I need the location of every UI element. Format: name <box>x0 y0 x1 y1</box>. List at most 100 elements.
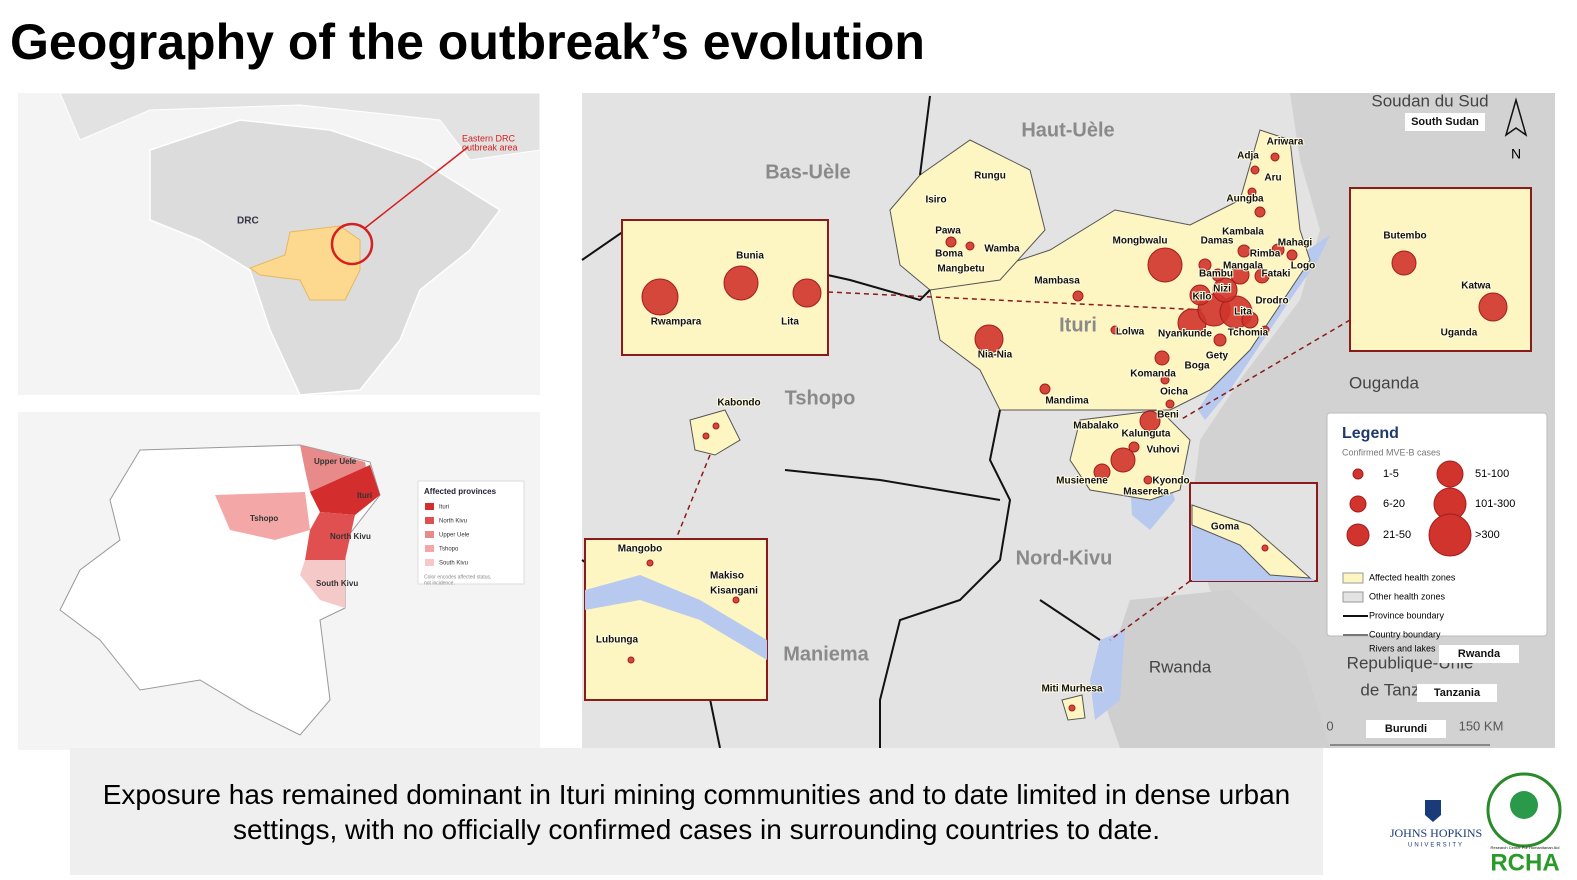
country-tag: Burundi <box>1385 723 1427 735</box>
health-zone-label: Mambasa <box>1034 276 1080 287</box>
legend-item: Upper Uele <box>439 533 470 539</box>
scale-label: 0 <box>1326 718 1333 733</box>
legend-item: Tshopo <box>439 547 459 553</box>
legend-swatch <box>425 545 434 552</box>
case-circle <box>1261 544 1269 552</box>
inset-label: Rwampara <box>651 317 702 328</box>
case-circle <box>1068 704 1076 712</box>
world-map <box>18 92 541 396</box>
legend-class: 1-5 <box>1383 468 1399 480</box>
case-circle <box>1165 399 1175 409</box>
case-circle <box>1254 268 1270 284</box>
health-zone-label: Wamba <box>984 244 1020 255</box>
legend-swatch <box>425 503 434 510</box>
case-circle <box>945 236 957 248</box>
country-tag-box <box>1405 113 1485 131</box>
case-circle <box>1128 441 1140 453</box>
inset-label: Kisangani <box>710 586 758 597</box>
case-circle <box>1250 165 1260 175</box>
legend-swatch <box>425 517 434 524</box>
inset-label: Katwa <box>1461 281 1491 292</box>
health-zone-label: Miti Murhesa <box>1041 684 1103 695</box>
country-label: DRC <box>237 216 259 227</box>
case-circle <box>712 422 720 430</box>
annotation: Eastern DRC <box>462 133 516 143</box>
case-circle <box>1271 243 1285 257</box>
logo-text: UNIVERSITY <box>1408 843 1464 849</box>
inset-label: Makiso <box>710 571 744 582</box>
health-zone-label: Mangala <box>1223 261 1263 272</box>
health-zone-label: Nia-Nia <box>978 350 1013 361</box>
region-label: Ituri <box>1059 314 1097 336</box>
health-zone-label: Fataki <box>1262 269 1291 280</box>
slide-title: Geography of the outbreak’s evolution <box>10 14 925 70</box>
health-zone-label: Musienene <box>1056 476 1108 487</box>
case-circle <box>1211 268 1225 282</box>
case-circle <box>1213 333 1227 347</box>
legend-title: Affected provinces <box>424 487 497 496</box>
health-zone-label: Bambu <box>1199 269 1233 280</box>
region-label: Bas-Uèle <box>765 161 851 183</box>
health-zone-label: Masereka <box>1123 487 1169 498</box>
legend-symbol <box>1349 495 1367 513</box>
health-zone-label: Beni <box>1157 410 1179 421</box>
health-zone-label: Kambala <box>1222 227 1264 238</box>
legend-class: 6-20 <box>1383 498 1405 510</box>
province-map <box>18 412 540 750</box>
logo-text: JOHNS HOPKINS <box>1390 826 1482 840</box>
region-label: Nord-Kivu <box>1016 547 1113 569</box>
case-circle <box>641 278 679 316</box>
legend-class: >300 <box>1475 529 1500 541</box>
legend-class: 51-100 <box>1475 468 1509 480</box>
health-zone-label: Damas <box>1201 236 1234 247</box>
region-label: Tshopo <box>785 387 856 409</box>
case-circle <box>1072 290 1084 302</box>
health-zone-label: Aru <box>1264 173 1281 184</box>
province-label: Tshopo <box>250 514 278 523</box>
case-circle <box>732 596 740 604</box>
case-circle <box>1230 265 1250 285</box>
legend-item: Rivers and lakes <box>1369 643 1436 653</box>
health-zone-label: Mandima <box>1045 396 1089 407</box>
health-zone-label: Adja <box>1237 151 1259 162</box>
caption-box: Exposure has remained dominant in Ituri … <box>70 748 1323 875</box>
health-zone-label: Nizi <box>1213 284 1231 295</box>
logo-jhu <box>1425 800 1441 822</box>
legend-note: not incidence. <box>424 580 455 586</box>
country-tag: South Sudan <box>1411 116 1479 128</box>
case-circle <box>1247 187 1257 197</box>
country-tag-box <box>1439 645 1519 663</box>
health-zone-label: Mongbwalu <box>1113 236 1168 247</box>
health-zone-label: Boma <box>935 249 963 260</box>
inset-label: Uganda <box>1441 328 1478 339</box>
case-circle <box>974 324 1004 354</box>
legend-item: Ituri <box>439 505 449 511</box>
case-circle <box>1110 325 1120 335</box>
legend-symbol <box>1346 523 1370 547</box>
health-zone-label: Mabalako <box>1073 421 1119 432</box>
case-circle <box>702 432 710 440</box>
case-circle <box>1270 152 1280 162</box>
legend-subtitle: Confirmed MVE-B cases <box>1342 447 1441 457</box>
case-circle <box>723 265 759 301</box>
health-zone-label: Kilo <box>1193 292 1212 303</box>
health-zone-label: Nyankunde <box>1158 329 1212 340</box>
case-circle <box>1039 383 1051 395</box>
health-zone-label: Tchomia <box>1228 328 1269 339</box>
health-zone-label: Boga <box>1185 361 1210 372</box>
inset-label: Butembo <box>1383 231 1426 242</box>
health-zone-label: Ariwara <box>1267 137 1304 148</box>
annotation: outbreak area <box>462 142 518 152</box>
case-circle <box>1143 475 1153 485</box>
health-zone-label: Rimba <box>1250 249 1281 260</box>
case-circle <box>1198 258 1212 272</box>
logo-text: RCHA <box>1490 849 1559 876</box>
legend-title: Legend <box>1342 425 1399 442</box>
case-circle <box>1212 277 1238 303</box>
case-circle <box>1237 244 1251 258</box>
country-tag-box <box>1366 720 1446 738</box>
province-label: South Kivu <box>316 579 358 588</box>
case-circle <box>1391 250 1417 276</box>
country-label: de Tanz <box>1360 680 1419 699</box>
